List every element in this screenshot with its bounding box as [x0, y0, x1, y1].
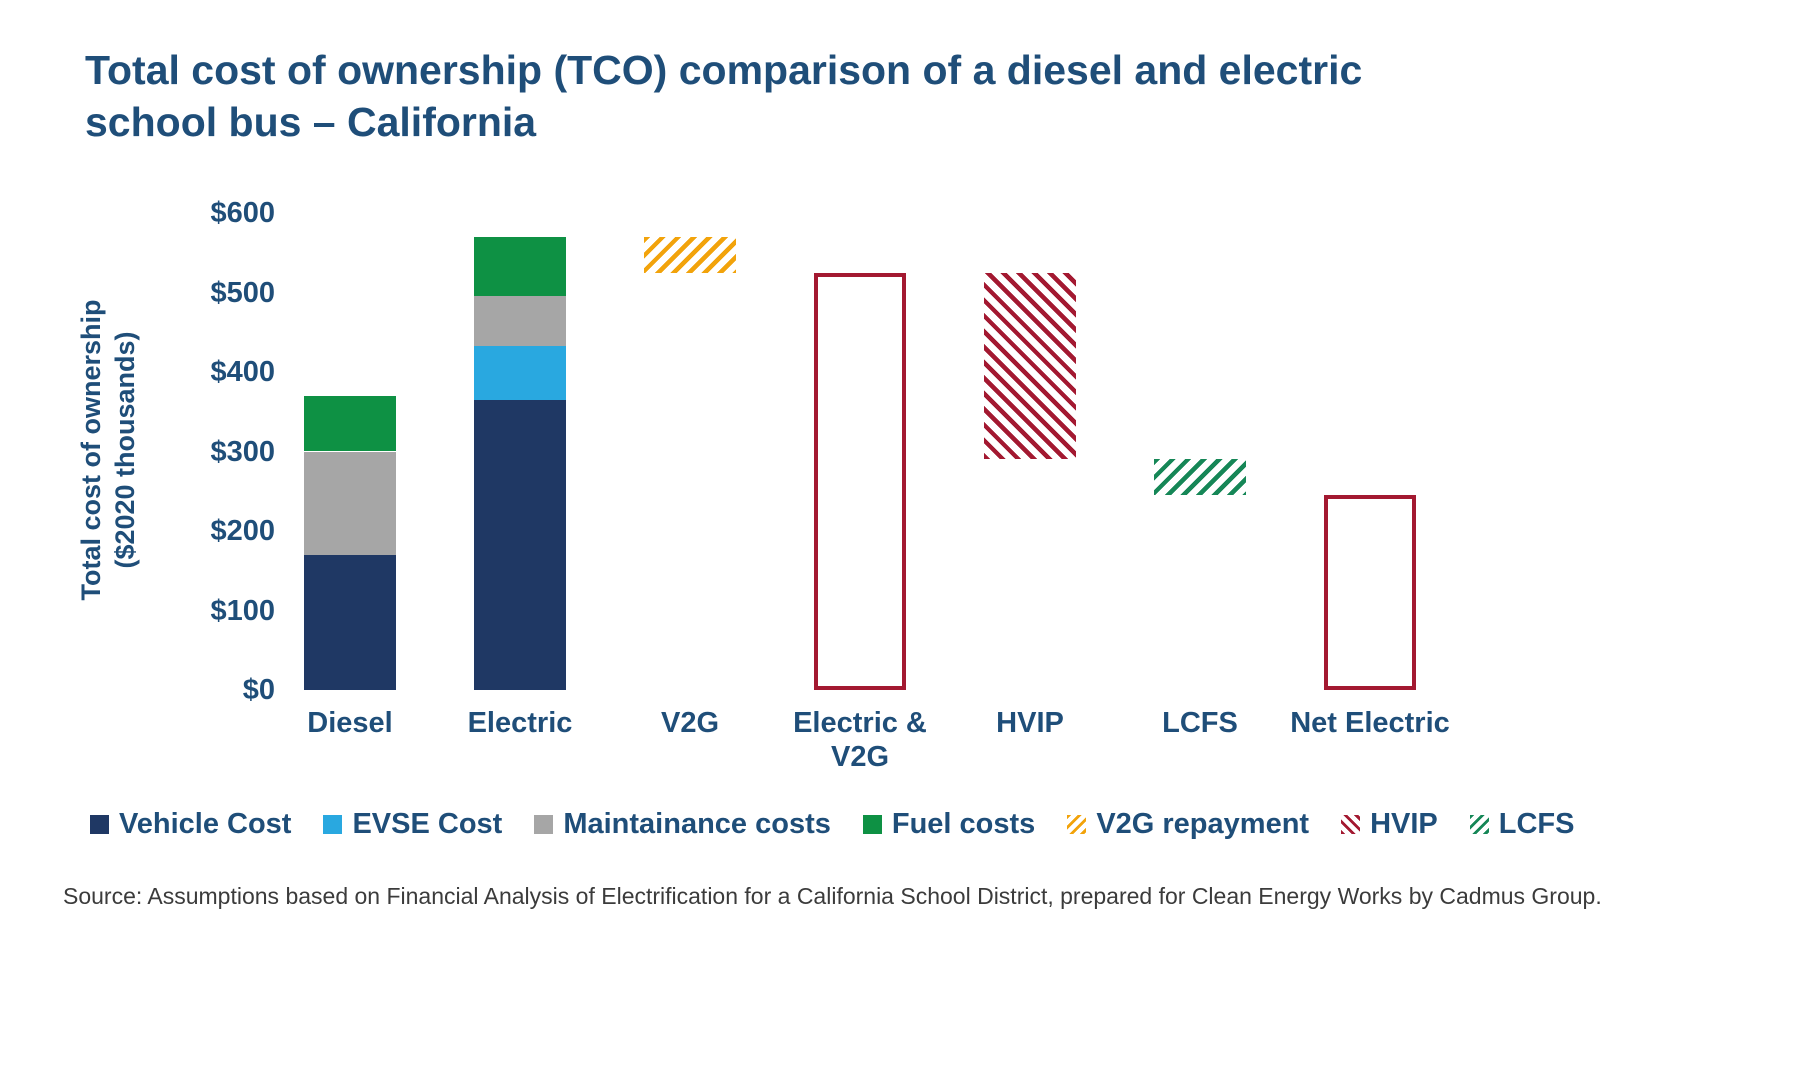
y-tick-600: $600 — [210, 197, 275, 229]
category-label-line: Net Electric — [1290, 707, 1450, 739]
bar-segment-diesel-fuel-costs — [304, 395, 396, 452]
legend-swatch-maintainance-costs-icon — [534, 815, 554, 834]
legend: Vehicle Cost EVSE Cost Maintainance costs F… — [90, 808, 1650, 841]
category-label-hvip: HVIP — [920, 706, 1140, 740]
bar-segment-electric-vehicle-cost — [474, 399, 566, 690]
category-label-net-electric: Net Electric — [1260, 706, 1480, 740]
y-tick-400: $400 — [210, 356, 275, 388]
bar-hatch-hvip — [984, 272, 1076, 460]
category-label-line: V2G — [660, 707, 720, 739]
legend-swatch-v2g-repayment-icon — [1067, 815, 1087, 834]
bar-outline-electric-v2g — [814, 272, 906, 690]
legend-item-hvip: HVIP — [1341, 808, 1438, 841]
category-label-lcfs: LCFS — [1090, 706, 1310, 740]
legend-swatch-evse-cost-icon — [323, 815, 343, 834]
category-label-line: HVIP — [996, 707, 1064, 739]
legend-item-fuel-costs: Fuel costs — [862, 808, 1036, 841]
category-label-diesel: Diesel — [240, 706, 460, 740]
category-label-line: Electric — [467, 707, 573, 739]
legend-item-v2g-repayment: V2G repayment — [1067, 808, 1309, 841]
legend-label-evse-cost: EVSE Cost — [352, 808, 503, 840]
legend-label-vehicle-cost: Vehicle Cost — [119, 808, 292, 840]
category-label-electric-v2g: Electric & V2G — [750, 706, 970, 774]
bar-hatch-v2g — [644, 236, 736, 273]
category-label-line: Diesel — [307, 707, 393, 739]
legend-label-maintainance-costs: Maintainance costs — [563, 808, 831, 840]
bar-hatch-lcfs — [1154, 459, 1246, 496]
y-tick-100: $100 — [210, 594, 275, 627]
legend-item-vehicle-cost: Vehicle Cost — [90, 808, 291, 841]
bar-outline-net-electric — [1324, 495, 1416, 690]
legend-swatch-fuel-costs-icon — [862, 815, 882, 834]
legend-label-hvip: HVIP — [1370, 808, 1438, 840]
bar-segment-electric-evse-cost — [474, 345, 566, 400]
bar-segment-diesel-maintainance-costs — [304, 451, 396, 555]
legend-item-evse-cost: EVSE Cost — [323, 808, 502, 841]
legend-swatch-vehicle-cost-icon — [90, 815, 109, 834]
y-tick-300: $300 — [210, 435, 275, 468]
chart-title: Total cost of ownership (TCO) comparison… — [85, 47, 1363, 146]
source-note: Source: Assumptions based on Financial A… — [63, 883, 1602, 909]
category-label-v2g: V2G — [580, 706, 800, 740]
legend-label-v2g-repayment: V2G repayment — [1096, 808, 1310, 840]
bar-segment-electric-maintainance-costs — [474, 296, 566, 346]
legend-item-lcfs: LCFS — [1469, 808, 1575, 841]
y-tick-500: $500 — [210, 276, 275, 309]
category-label-line: LCFS — [1162, 707, 1238, 739]
category-label-line: V2G — [830, 741, 890, 774]
bar-segment-electric-fuel-costs — [474, 236, 566, 297]
legend-swatch-lcfs-icon — [1469, 815, 1489, 834]
legend-label-fuel-costs: Fuel costs — [891, 808, 1036, 840]
category-label-electric: Electric — [410, 706, 630, 740]
y-axis-label-line1: Total cost of ownership — [76, 299, 106, 601]
legend-swatch-hvip-icon — [1341, 815, 1361, 834]
y-tick-0: $0 — [242, 674, 275, 706]
category-label-line: Electric & — [793, 707, 927, 739]
bar-segment-diesel-vehicle-cost — [304, 554, 396, 690]
plot-area: $0 $100 $200 $300 $400 $500 $600 Diesel Electric… — [210, 197, 1480, 773]
legend-label-lcfs: LCFS — [1498, 808, 1575, 840]
legend-item-maintainance-costs: Maintainance costs — [534, 808, 831, 841]
y-tick-200: $200 — [210, 515, 275, 547]
